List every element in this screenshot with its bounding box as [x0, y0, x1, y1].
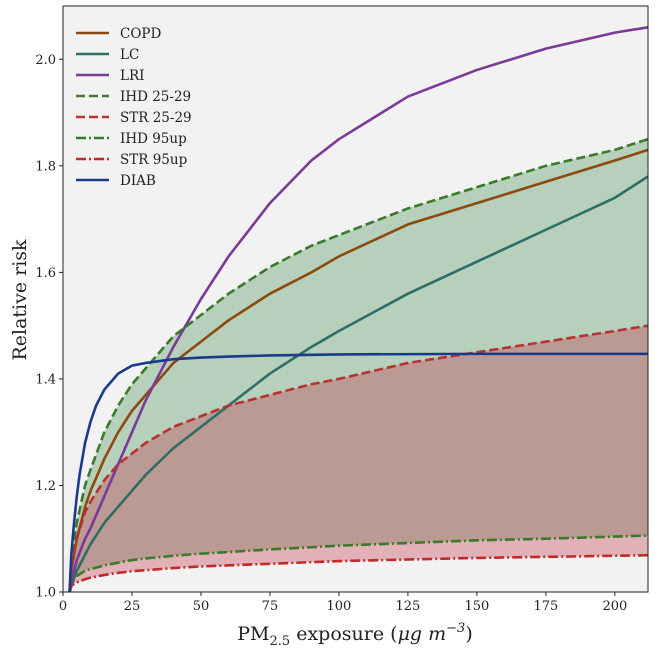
x-axis-label: PM2.5 exposure (μg m−3)	[237, 621, 472, 649]
legend-label-str-95up: STR 95up	[120, 152, 187, 168]
x-tick-label: 50	[193, 599, 210, 614]
series-line-diab	[68, 352, 648, 592]
x-tick-label: 75	[262, 599, 279, 614]
legend-label-ihd-95up: IHD 95up	[120, 131, 187, 147]
legend-label-ihd-25-29: IHD 25-29	[120, 89, 191, 105]
y-tick-label: 1.6	[35, 266, 56, 281]
y-axis-label: Relative risk	[9, 239, 31, 361]
x-tick-label: 125	[396, 599, 421, 614]
series-line-ihd-95up	[68, 534, 648, 592]
legend-label-lri: LRI	[120, 68, 144, 84]
y-axis-ticks: 1.0 1.2 1.4 1.6 1.8 2.0	[35, 53, 63, 601]
series-line-lri	[68, 26, 648, 592]
series-lines	[68, 26, 648, 592]
x-tick-label: 200	[602, 599, 627, 614]
series-line-str-95up	[68, 553, 648, 592]
plot-frame	[62, 5, 649, 593]
y-tick-label: 1.0	[35, 586, 56, 601]
fill-str-25-29-to-str-95up	[69, 325, 648, 592]
series-line-lc	[68, 175, 648, 592]
plot-area-background	[63, 6, 648, 592]
x-tick-label: 100	[327, 599, 352, 614]
x-tick-label: 150	[465, 599, 490, 614]
legend-label-copd: COPD	[120, 26, 161, 42]
y-tick-label: 1.4	[35, 372, 56, 387]
legend: COPD LC LRI IHD 25-29 STR 25-29 IHD 95up STR 9…	[76, 26, 192, 189]
x-tick-label: 25	[124, 599, 141, 614]
y-tick-label: 1.2	[35, 479, 56, 494]
legend-label-diab: DIAB	[120, 173, 156, 189]
x-tick-label: 0	[59, 599, 67, 614]
x-tick-label: 175	[533, 599, 558, 614]
series-line-ihd-25-29	[68, 137, 648, 592]
y-tick-label: 2.0	[35, 53, 56, 68]
confidence-fills	[69, 139, 648, 592]
y-tick-label: 1.8	[35, 159, 56, 174]
x-axis-ticks: 0 25 50 75 100 125 150 175 200	[59, 592, 627, 614]
legend-label-str-25-29: STR 25-29	[120, 110, 192, 126]
fill-ihd-25-29-to-ihd-95up	[69, 139, 648, 592]
series-line-copd	[68, 148, 648, 592]
legend-label-lc: LC	[120, 47, 139, 63]
